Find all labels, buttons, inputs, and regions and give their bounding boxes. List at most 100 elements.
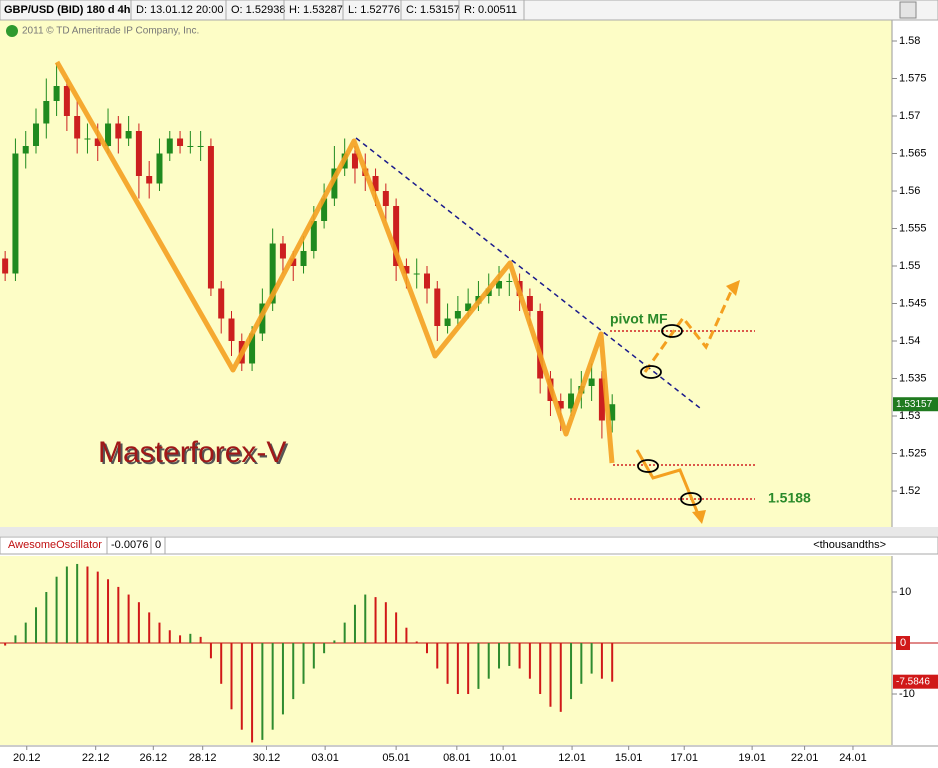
candle-body bbox=[115, 123, 122, 139]
candle-body bbox=[125, 131, 132, 139]
oscillator-bar bbox=[425, 643, 428, 654]
oscillator-bar bbox=[65, 566, 68, 644]
y-tick-label: -10 bbox=[899, 688, 915, 700]
candle-body bbox=[506, 281, 513, 282]
oscillator-bar bbox=[374, 597, 377, 644]
marker-ellipse bbox=[637, 459, 659, 473]
candle-body bbox=[177, 138, 184, 146]
y-tick-label: 1.565 bbox=[899, 147, 927, 159]
oscillator-bar bbox=[230, 643, 233, 710]
oscillator-bar bbox=[456, 643, 459, 695]
wave-line bbox=[54, 60, 615, 464]
candle-body bbox=[496, 281, 503, 289]
y-tick-label: 10 bbox=[899, 586, 911, 598]
oscillator-bar bbox=[86, 566, 89, 644]
oscillator-bar bbox=[292, 643, 295, 700]
oscillator-bar bbox=[117, 586, 120, 644]
oscillator-bar bbox=[261, 643, 264, 740]
oscillator-bar bbox=[580, 643, 583, 684]
oscillator-bar bbox=[251, 643, 254, 743]
candle-body bbox=[53, 86, 60, 101]
candle-body bbox=[43, 101, 50, 124]
oscillator-bar bbox=[96, 571, 99, 644]
x-tick-label: 20.12 bbox=[13, 752, 41, 764]
candle-body bbox=[331, 168, 338, 199]
x-tick-label: 30.12 bbox=[253, 752, 281, 764]
oscillator-bar bbox=[312, 643, 315, 669]
oscillator-bar bbox=[384, 602, 387, 644]
indicator-units: <thousandths> bbox=[813, 539, 886, 551]
x-tick-label: 28.12 bbox=[189, 752, 217, 764]
oscillator-bar bbox=[179, 635, 182, 644]
candle-body bbox=[423, 273, 430, 289]
y-tick-label: 1.525 bbox=[899, 447, 927, 459]
y-tick-label: 1.58 bbox=[899, 35, 920, 47]
oscillator-bar bbox=[281, 643, 284, 715]
oscillator-bar bbox=[343, 622, 346, 644]
marker-ellipse bbox=[640, 365, 662, 379]
last-value-tag bbox=[893, 674, 938, 689]
settings-button[interactable] bbox=[899, 1, 917, 19]
x-tick-label: 10.01 bbox=[489, 752, 517, 764]
header-date: D: 13.01.12 20:00 bbox=[136, 4, 223, 16]
oscillator-bar bbox=[302, 643, 305, 684]
price-panel bbox=[0, 20, 892, 527]
oscillator-bar bbox=[240, 643, 243, 730]
oscillator-bar bbox=[436, 643, 439, 669]
candle-body bbox=[197, 146, 204, 147]
x-tick-label: 24.01 bbox=[839, 752, 867, 764]
forecast-down bbox=[635, 449, 700, 515]
y-tick-label: 1.555 bbox=[899, 222, 927, 234]
oscillator-bar bbox=[127, 594, 130, 644]
oscillator-bar bbox=[590, 643, 593, 674]
marker-ellipse bbox=[661, 324, 683, 338]
candle-body bbox=[33, 123, 40, 146]
oscillator-bar bbox=[323, 643, 326, 654]
oscillator-bar bbox=[158, 622, 161, 644]
brand-shadow: Masterforex-V bbox=[100, 438, 288, 471]
oscillator-bar bbox=[528, 643, 531, 679]
candle-body bbox=[166, 138, 173, 154]
oscillator-bar bbox=[271, 643, 274, 730]
last-value-label: -7.5846 bbox=[896, 676, 930, 687]
candle-body bbox=[588, 378, 595, 386]
y-tick-label: 1.53 bbox=[899, 410, 920, 422]
candle-body bbox=[537, 311, 544, 379]
candle-body bbox=[413, 273, 420, 275]
x-tick-label: 19.01 bbox=[738, 752, 766, 764]
oscillator-bar bbox=[76, 563, 79, 644]
marks: 1.52 1.525 1.53 1.535 1.54 1.545 1.55 1.555 1.56… bbox=[0, 35, 938, 764]
indicator-zero: 0 bbox=[155, 539, 161, 551]
header-open: O: 1.52938 bbox=[231, 4, 285, 16]
last-price-label: 1.53157 bbox=[896, 399, 933, 410]
oscillator-bar bbox=[539, 643, 542, 695]
indicator-value: -0.0076 bbox=[111, 539, 148, 551]
y-tick-label: 1.575 bbox=[899, 72, 927, 84]
candle-body bbox=[321, 198, 328, 221]
marker-ellipse bbox=[680, 492, 702, 506]
oscillator-bar bbox=[137, 602, 140, 644]
y-tick-label: 1.545 bbox=[899, 297, 927, 309]
candle-body bbox=[2, 258, 9, 274]
candle-body bbox=[290, 258, 297, 266]
oscillator-bar bbox=[467, 643, 470, 695]
candle-body bbox=[12, 153, 19, 274]
x-tick-label: 17.01 bbox=[670, 752, 698, 764]
header-low: L: 1.52776 bbox=[348, 4, 400, 16]
oscillator-bar bbox=[446, 643, 449, 684]
oscillator-bar bbox=[24, 622, 27, 644]
oscillator-bar bbox=[333, 640, 336, 644]
candle-body bbox=[94, 138, 101, 146]
header-close: C: 1.53157 bbox=[406, 4, 460, 16]
oscillator-bar bbox=[498, 643, 501, 669]
oscillator-bar bbox=[55, 576, 58, 644]
last-price-tag bbox=[893, 397, 938, 412]
y-tick-label: 1.56 bbox=[899, 185, 920, 197]
candle-body bbox=[403, 266, 410, 274]
oscillator-bar bbox=[220, 643, 223, 684]
oscillator-bar bbox=[611, 643, 614, 682]
oscillator-bar bbox=[353, 604, 356, 644]
candle-body bbox=[300, 251, 307, 266]
price-axis bbox=[892, 20, 938, 527]
